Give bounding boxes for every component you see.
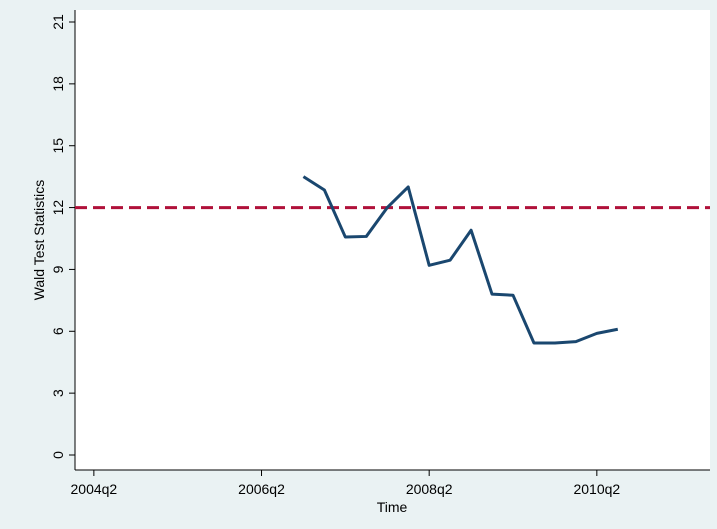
- x-tick-label: 2008q2: [406, 481, 453, 497]
- y-tick-label: 18: [50, 76, 66, 92]
- y-tick-label: 12: [50, 200, 66, 216]
- y-tick-label: 15: [50, 138, 66, 154]
- y-tick-label: 0: [50, 451, 66, 459]
- x-axis-title: Time: [377, 499, 408, 515]
- data-line: [302, 175, 619, 345]
- y-axis-title: Wald Test Statistics: [31, 180, 47, 301]
- y-tick-label: 6: [50, 327, 66, 335]
- y-tick-label: 9: [50, 265, 66, 273]
- x-tick-label: 2010q2: [573, 481, 620, 497]
- plot-region: [75, 10, 710, 470]
- x-tick-label: 2004q2: [71, 481, 118, 497]
- y-tick-label: 3: [50, 389, 66, 397]
- y-tick-label: 21: [50, 14, 66, 30]
- x-tick-label: 2006q2: [238, 481, 285, 497]
